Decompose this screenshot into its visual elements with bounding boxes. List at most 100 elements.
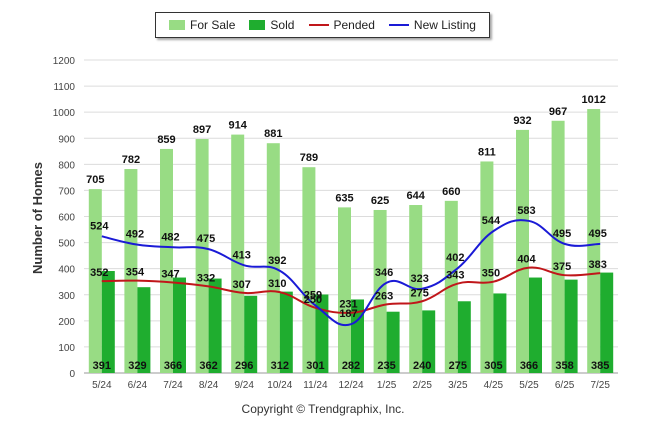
label-new-listing: 495 xyxy=(589,228,607,240)
label-sold: 282 xyxy=(342,360,360,372)
bar-for-sale xyxy=(231,134,245,373)
bar-sold xyxy=(279,291,293,373)
legend-swatch-sold xyxy=(249,20,266,30)
bar-for-sale xyxy=(551,120,565,373)
bar-for-sale xyxy=(480,161,494,373)
x-tick-label: 2/25 xyxy=(412,380,432,391)
label-for-sale: 897 xyxy=(193,124,211,136)
label-for-sale: 1012 xyxy=(581,94,605,106)
label-sold: 312 xyxy=(271,360,289,372)
x-tick-label: 7/25 xyxy=(590,380,610,391)
bar-sold xyxy=(173,277,186,373)
label-sold: 240 xyxy=(413,360,431,372)
label-new-listing: 492 xyxy=(126,229,144,241)
label-new-listing: 323 xyxy=(411,273,429,285)
label-for-sale: 789 xyxy=(300,152,318,164)
y-tick-label: 1100 xyxy=(53,82,75,93)
bar-sold xyxy=(386,311,400,373)
legend-item-sold: Sold xyxy=(249,18,294,32)
label-for-sale: 914 xyxy=(229,120,248,132)
label-sold: 358 xyxy=(555,360,573,372)
x-tick-label: 8/24 xyxy=(199,380,219,391)
bar-sold xyxy=(422,310,436,373)
label-new-listing: 583 xyxy=(517,205,535,217)
label-for-sale: 705 xyxy=(86,174,104,186)
label-for-sale: 660 xyxy=(442,186,460,198)
label-sold: 366 xyxy=(164,360,182,372)
bar-sold xyxy=(564,279,578,373)
label-pended: 275 xyxy=(411,287,429,299)
bar-for-sale xyxy=(338,207,351,373)
y-tick-label: 300 xyxy=(58,291,75,302)
label-new-listing: 475 xyxy=(197,233,215,245)
label-for-sale: 782 xyxy=(122,154,140,166)
x-tick-label: 7/24 xyxy=(163,380,183,391)
label-new-listing: 346 xyxy=(375,267,393,279)
legend-item-for-sale: For Sale xyxy=(169,18,235,32)
label-new-listing: 544 xyxy=(482,215,501,227)
label-sold: 275 xyxy=(449,360,467,372)
bar-for-sale xyxy=(302,167,316,373)
legend-label-sold: Sold xyxy=(270,18,295,32)
line-pended xyxy=(101,266,601,314)
label-for-sale: 625 xyxy=(371,195,389,207)
label-pended: 375 xyxy=(553,261,571,273)
x-axis-ticks: 5/24 6/24 7/24 8/24 9/24 10/24 11/24 12/24 1/25 2… xyxy=(92,380,610,391)
legend-swatch-new-listing xyxy=(388,24,409,26)
label-sold: 362 xyxy=(199,360,217,372)
label-sold: 301 xyxy=(306,360,324,372)
legend-label-new-listing: New Listing xyxy=(413,18,476,32)
y-tick-label: 0 xyxy=(69,369,75,380)
label-pended: 404 xyxy=(517,254,536,266)
lines xyxy=(101,219,601,327)
bar-for-sale xyxy=(124,169,138,373)
x-tick-label: 3/25 xyxy=(448,380,468,391)
legend: For Sale Sold Pended New Listing xyxy=(155,12,490,38)
y-tick-label: 800 xyxy=(58,160,75,171)
y-tick-label: 100 xyxy=(58,343,75,354)
y-tick-label: 1000 xyxy=(53,108,76,119)
label-new-listing: 482 xyxy=(161,231,179,243)
x-tick-label: 6/25 xyxy=(555,380,575,391)
x-tick-label: 10/24 xyxy=(267,380,292,391)
label-for-sale: 644 xyxy=(407,190,426,202)
bar-for-sale xyxy=(587,109,601,373)
x-tick-label: 6/24 xyxy=(128,380,148,391)
bar-for-sale xyxy=(266,143,280,373)
label-new-listing: 524 xyxy=(90,220,109,232)
label-for-sale: 635 xyxy=(335,192,353,204)
line-new-listing xyxy=(101,219,601,327)
bar-sold xyxy=(244,295,258,373)
x-tick-label: 5/25 xyxy=(519,380,539,391)
bar-for-sale xyxy=(516,129,529,373)
label-pended: 332 xyxy=(197,272,215,284)
x-tick-label: 1/25 xyxy=(377,380,397,391)
x-tick-label: 11/24 xyxy=(303,380,328,391)
x-tick-label: 5/24 xyxy=(92,380,112,391)
y-tick-label: 600 xyxy=(58,213,75,224)
label-for-sale: 881 xyxy=(264,128,282,140)
x-tick-label: 4/25 xyxy=(484,380,504,391)
legend-label-pended: Pended xyxy=(333,18,375,32)
y-tick-label: 900 xyxy=(58,134,75,145)
y-tick-label: 400 xyxy=(58,265,75,276)
bar-sold xyxy=(457,301,471,373)
label-pended: 307 xyxy=(233,279,251,291)
data-labels: 705 391 352 524 782 329 354 492 859 366 347 482 897 3… xyxy=(86,94,609,372)
legend-swatch-pended xyxy=(308,24,329,26)
label-sold: 235 xyxy=(377,360,395,372)
label-new-listing: 413 xyxy=(233,249,251,261)
bar-sold xyxy=(529,277,542,373)
legend-item-pended: Pended xyxy=(308,18,375,32)
bar-sold xyxy=(493,293,507,373)
label-sold: 296 xyxy=(235,360,253,372)
bar-sold xyxy=(137,287,151,373)
label-new-listing: 392 xyxy=(268,255,286,267)
label-for-sale: 932 xyxy=(513,115,531,127)
label-new-listing: 495 xyxy=(553,228,571,240)
bar-sold xyxy=(208,278,222,373)
label-new-listing: 187 xyxy=(339,308,357,320)
label-sold: 305 xyxy=(484,360,502,372)
label-pended: 310 xyxy=(268,278,286,290)
